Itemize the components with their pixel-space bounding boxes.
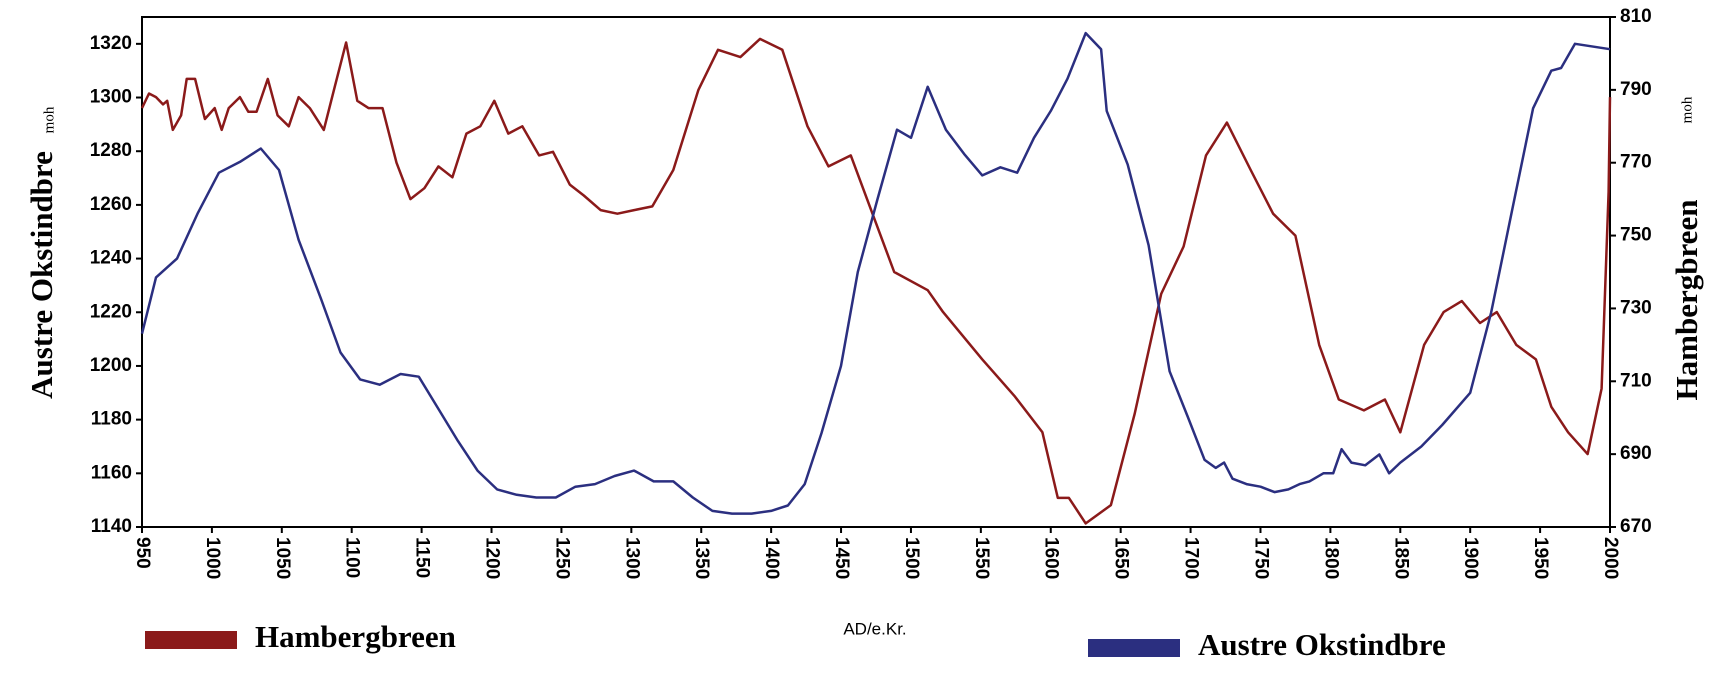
x-tick-label: 1150 (412, 537, 433, 578)
legend-label: Austre Okstindbre (1198, 627, 1446, 662)
x-tick-label: 1300 (621, 537, 642, 579)
y-tick-label: 1160 (91, 462, 132, 483)
x-tick-label: 1500 (901, 537, 922, 579)
x-tick-label: 1550 (971, 537, 992, 579)
y-axis-unit: moh (41, 106, 57, 133)
y-tick-label: 1140 (91, 516, 132, 537)
x-tick-label: 1800 (1320, 537, 1341, 579)
x-tick-label: 1050 (272, 537, 293, 579)
x-tick-label: 1900 (1460, 537, 1481, 579)
x-tick-label: 2000 (1600, 537, 1621, 579)
y2-tick-label: 770 (1620, 152, 1652, 173)
y-tick-label: 1260 (90, 194, 132, 215)
legend-swatch (145, 631, 237, 649)
y-axis-label: Austre Okstindbre (24, 151, 59, 399)
x-tick-label: 1600 (1041, 537, 1062, 579)
x-tick-label: 1750 (1250, 537, 1271, 579)
y-tick-label: 1300 (90, 87, 132, 108)
x-tick-label: 950 (132, 537, 153, 569)
y2-axis-label: Hambergbreen (1669, 200, 1704, 401)
x-tick-label: 1400 (761, 537, 782, 579)
y-tick-label: 1220 (90, 301, 132, 322)
y-tick-label: 1240 (90, 248, 132, 269)
legend-swatch (1088, 639, 1180, 657)
x-tick-label: 1000 (202, 537, 223, 579)
y2-tick-label: 670 (1620, 516, 1652, 537)
y-tick-label: 1320 (90, 33, 132, 54)
y-tick-label: 1200 (90, 355, 132, 376)
x-tick-label: 1100 (342, 537, 363, 578)
x-tick-label: 1950 (1530, 537, 1551, 579)
y2-tick-label: 730 (1620, 297, 1652, 318)
x-tick-label: 1200 (482, 537, 503, 579)
x-tick-label: 1850 (1390, 537, 1411, 579)
series-line (140, 37, 1612, 525)
x-tick-label: 1700 (1181, 537, 1202, 579)
x-tick-label: 1350 (691, 537, 712, 579)
x-tick-label: 1650 (1111, 537, 1132, 579)
y-tick-label: 1280 (90, 140, 132, 161)
series-line (140, 31, 1611, 515)
y2-tick-label: 750 (1620, 225, 1652, 246)
x-tick-label: 1250 (551, 537, 572, 579)
y2-tick-label: 810 (1620, 6, 1652, 27)
legend-label: Hambergbreen (255, 619, 456, 654)
x-tick-label: 1450 (831, 537, 852, 579)
plot-frame (141, 16, 1611, 528)
y-tick-label: 1180 (91, 409, 132, 430)
y2-tick-label: 710 (1620, 370, 1652, 391)
y2-tick-label: 790 (1620, 79, 1652, 100)
y2-tick-label: 690 (1620, 443, 1652, 464)
y2-axis-unit: moh (1679, 96, 1695, 123)
x-axis-label: AD/e.Kr. (843, 619, 906, 638)
